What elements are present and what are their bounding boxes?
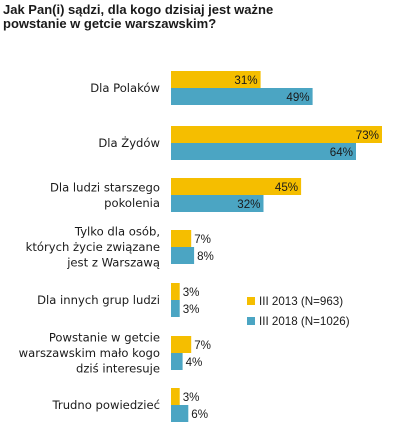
category-label: Tylko dla osób, których życie związane jes… — [26, 225, 160, 270]
legend: III 2013 (N=963) III 2018 (N=1026) — [247, 295, 350, 328]
category-label: Powstanie w getcie warszawskim mało kogo d… — [19, 331, 160, 376]
data-label: 49% — [286, 91, 309, 104]
category-label: Trudno powiedzieć — [52, 398, 160, 412]
bar — [171, 71, 261, 88]
data-label: 31% — [234, 74, 257, 87]
data-label: 4% — [186, 356, 203, 369]
data-label: 3% — [183, 303, 200, 316]
bar — [171, 143, 356, 160]
bar — [171, 283, 180, 300]
bar — [171, 247, 195, 264]
bar — [171, 336, 192, 353]
data-label: 32% — [237, 198, 260, 211]
legend-swatch — [247, 297, 255, 305]
data-label: 73% — [356, 129, 379, 142]
data-label: 3% — [183, 286, 200, 299]
legend-label: III 2018 (N=1026) — [259, 315, 350, 328]
category-label: Dla innych grup ludzi — [37, 293, 160, 307]
bar — [171, 300, 180, 317]
data-label: 64% — [330, 146, 353, 159]
data-label: 8% — [197, 250, 214, 263]
bar — [171, 388, 180, 405]
data-label: 7% — [194, 233, 211, 246]
bar — [171, 126, 382, 143]
bar — [171, 405, 189, 422]
data-label: 7% — [194, 339, 211, 352]
bars: 31% 73% 45% 7% 3% 7% 3% 49% 64% 32% 8% 3% 4% 6% — [171, 71, 382, 422]
legend-label: III 2013 (N=963) — [259, 295, 343, 308]
category-label: Dla Polaków — [90, 81, 160, 95]
bar — [171, 88, 313, 105]
bar — [171, 353, 183, 370]
bar — [171, 195, 264, 212]
category-label: Dla ludzi starszego pokolenia — [50, 180, 160, 210]
data-label: 3% — [183, 391, 200, 404]
data-label: 45% — [275, 181, 298, 194]
bar — [171, 230, 192, 247]
legend-swatch — [247, 317, 255, 325]
bar — [171, 178, 302, 195]
data-label: 6% — [191, 408, 208, 421]
category-label: Dla Żydów — [98, 135, 160, 150]
chart-title: Jak Pan(i) sądzi, dla kogo dzisiaj jest … — [3, 2, 273, 31]
category-labels: Dla Polaków Dla Żydów Dla ludzi starszego p… — [19, 81, 160, 412]
